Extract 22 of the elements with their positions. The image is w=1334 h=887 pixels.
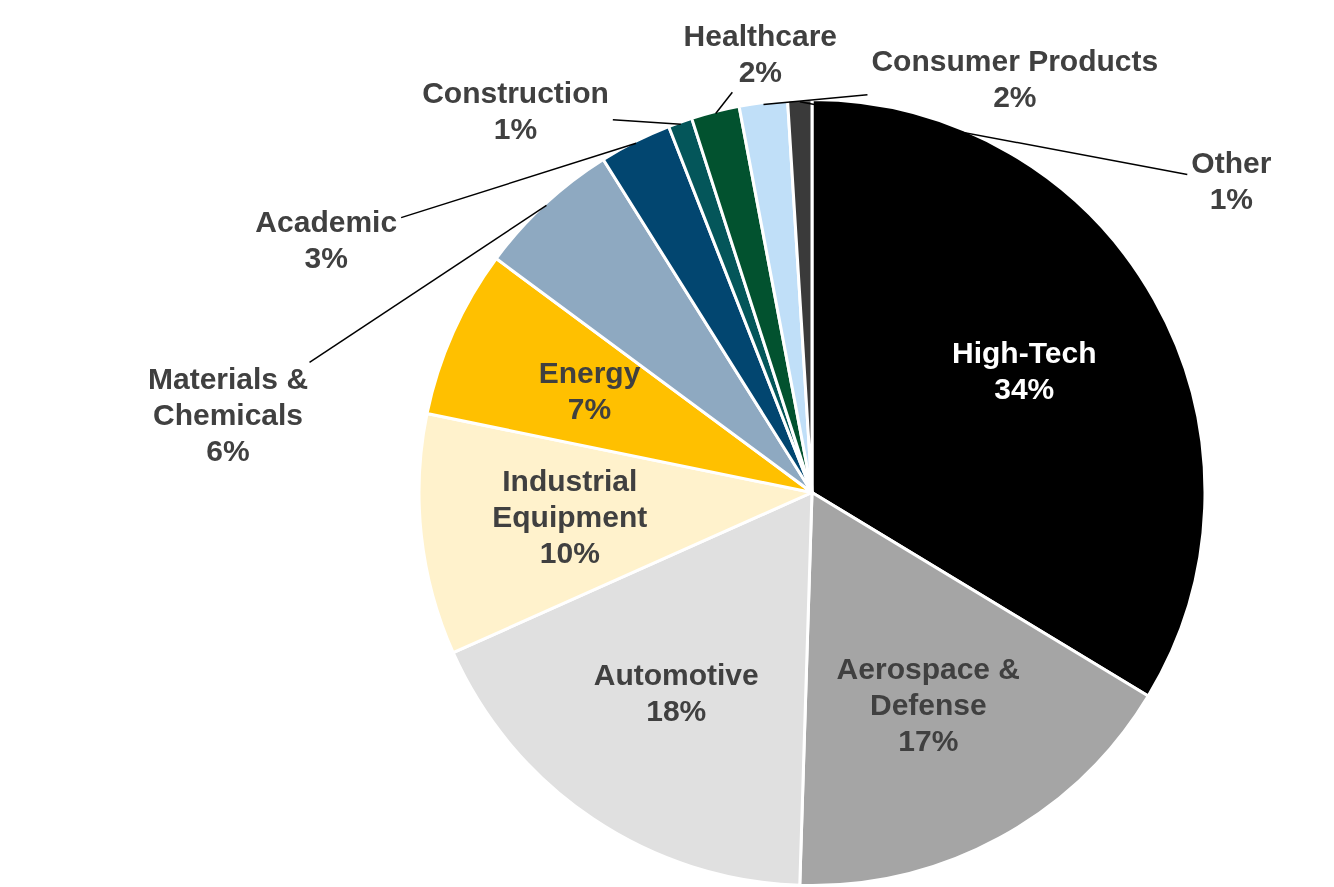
slice-label: Healthcare [683,19,838,53]
data-label: 7% [567,392,612,426]
slice-label: Automotive [593,658,759,692]
data-label: 34% [994,372,1055,406]
data-label: 1% [493,112,538,146]
slice-label: Industrial Equipment [492,464,648,534]
slice-label: Other [1191,146,1272,180]
slice-label: Construction [422,76,609,110]
slice-label: Academic [255,204,398,238]
data-label: 6% [206,433,250,467]
slice-label: High-Tech [952,336,1097,370]
data-label: 2% [993,80,1037,114]
slice-label: Energy [538,356,641,390]
slice-label: Materials & Chemicals [147,361,309,431]
data-label: 3% [304,240,348,274]
slice-label: Consumer Products [871,44,1159,78]
slice-label: Aerospace & Defense [836,651,1021,721]
data-label: 2% [738,55,782,89]
data-label: 17% [898,723,959,757]
data-label: 1% [1209,182,1253,216]
data-label: 18% [646,694,707,728]
data-label: 10% [539,536,600,570]
